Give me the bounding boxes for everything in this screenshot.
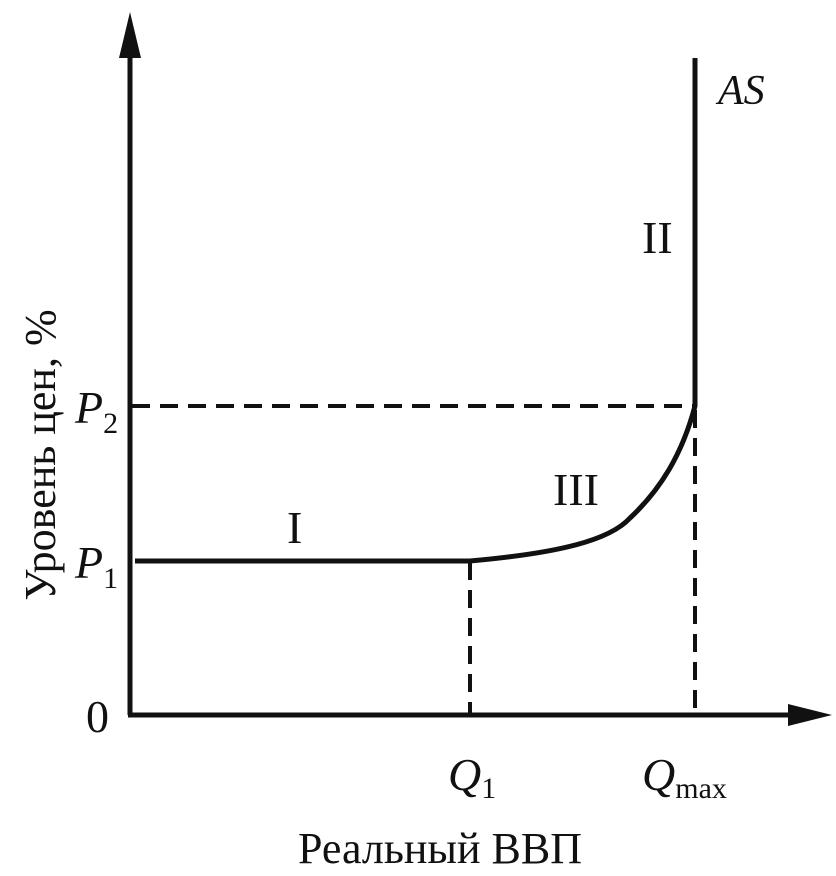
as-curve — [135, 58, 698, 564]
segment-label-1: I — [287, 502, 302, 553]
y-axis-arrow — [119, 12, 141, 58]
y-tick-p1: P1 — [74, 537, 118, 595]
x-tick-qmax-main: Q — [642, 749, 675, 800]
y-axis-title: Уровень цен, % — [16, 309, 65, 600]
x-tick-qmax-sub: max — [675, 772, 727, 805]
segment-label-2: II — [642, 212, 673, 263]
y-tick-p2-sub: 2 — [103, 407, 118, 440]
origin-label: 0 — [86, 691, 109, 742]
y-tick-p2: P2 — [74, 382, 118, 440]
x-tick-q1-main: Q — [448, 749, 481, 800]
y-tick-p1-sub: 1 — [103, 562, 118, 595]
x-tick-q1: Q1 — [448, 749, 496, 805]
x-tick-qmax: Qmax — [642, 749, 727, 805]
y-tick-p1-main: P — [74, 537, 103, 588]
segment-label-3: III — [553, 464, 599, 515]
x-axis-arrow — [788, 704, 832, 726]
y-tick-p2-main: P — [74, 382, 103, 433]
x-tick-q1-sub: 1 — [481, 772, 496, 805]
curve-label: AS — [715, 68, 765, 114]
x-axis-title: Реальный ВВП — [298, 824, 582, 873]
